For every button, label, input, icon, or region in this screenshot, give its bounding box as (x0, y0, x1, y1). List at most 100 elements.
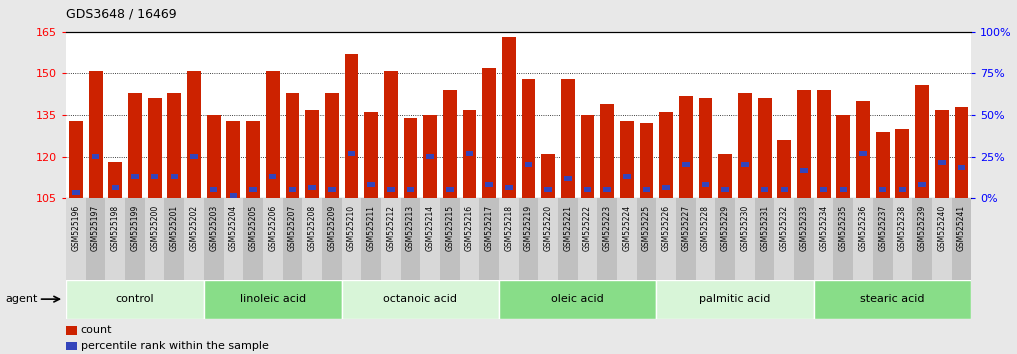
Bar (958, 165, 965, 170)
Bar (584, 187, 591, 193)
Bar (485, 182, 493, 187)
Text: GSM525221: GSM525221 (563, 205, 573, 251)
Bar (499, 280, 656, 319)
Text: GSM525230: GSM525230 (740, 205, 750, 251)
Bar (206, 115, 221, 198)
Bar (112, 185, 119, 190)
Bar (265, 71, 280, 198)
Bar (899, 187, 906, 193)
Bar (440, 198, 460, 280)
Text: GSM525207: GSM525207 (288, 205, 297, 251)
Bar (640, 124, 654, 198)
Bar (66, 342, 77, 350)
Bar (578, 198, 597, 280)
Bar (699, 98, 713, 198)
Bar (777, 140, 791, 198)
Text: GSM525215: GSM525215 (445, 205, 455, 251)
Bar (656, 198, 676, 280)
Bar (249, 187, 257, 193)
Bar (856, 101, 870, 198)
Bar (268, 173, 277, 178)
Bar (203, 280, 342, 319)
Bar (289, 187, 296, 193)
Bar (955, 107, 968, 198)
Bar (184, 198, 203, 280)
Bar (938, 160, 946, 165)
Bar (696, 198, 715, 280)
Text: GSM525214: GSM525214 (426, 205, 434, 251)
Bar (463, 109, 476, 198)
Bar (327, 187, 336, 193)
Bar (499, 198, 519, 280)
Bar (283, 198, 302, 280)
Bar (682, 162, 690, 167)
Bar (88, 71, 103, 198)
Text: oleic acid: oleic acid (551, 294, 604, 304)
Bar (151, 173, 159, 178)
Bar (66, 198, 85, 280)
Bar (387, 187, 395, 193)
Text: GSM525209: GSM525209 (327, 205, 337, 251)
Text: agent: agent (5, 294, 38, 304)
Text: GSM525196: GSM525196 (71, 205, 80, 251)
Bar (603, 187, 611, 193)
Bar (383, 71, 398, 198)
Bar (800, 168, 807, 173)
Bar (308, 185, 316, 190)
Bar (718, 154, 732, 198)
Bar (85, 198, 106, 280)
Bar (69, 121, 82, 198)
Bar (738, 93, 752, 198)
Bar (305, 109, 319, 198)
Bar (243, 198, 262, 280)
Bar (896, 129, 909, 198)
Bar (893, 198, 912, 280)
Bar (761, 187, 769, 193)
Bar (190, 154, 197, 159)
Text: linoleic acid: linoleic acid (240, 294, 306, 304)
Bar (404, 118, 417, 198)
Bar (952, 198, 971, 280)
Bar (915, 85, 929, 198)
Bar (794, 198, 814, 280)
Text: GSM525222: GSM525222 (583, 205, 592, 251)
Bar (715, 198, 735, 280)
Bar (935, 109, 949, 198)
Bar (797, 90, 811, 198)
Bar (92, 154, 100, 159)
Bar (617, 198, 637, 280)
Text: GSM525211: GSM525211 (366, 205, 375, 251)
Bar (836, 115, 850, 198)
Text: GSM525235: GSM525235 (839, 205, 848, 251)
Bar (367, 182, 375, 187)
Text: GSM525218: GSM525218 (504, 205, 514, 251)
Bar (659, 112, 673, 198)
Bar (758, 98, 772, 198)
Bar (814, 280, 971, 319)
Bar (342, 280, 499, 319)
Bar (561, 79, 575, 198)
Text: GSM525202: GSM525202 (189, 205, 198, 251)
Bar (721, 187, 729, 193)
Bar (879, 187, 887, 193)
Text: GSM525213: GSM525213 (406, 205, 415, 251)
Bar (918, 182, 925, 187)
Bar (203, 198, 224, 280)
Bar (165, 198, 184, 280)
Bar (820, 187, 828, 193)
Bar (420, 198, 440, 280)
Bar (558, 198, 578, 280)
Bar (364, 112, 378, 198)
Text: GSM525232: GSM525232 (780, 205, 789, 251)
Text: GSM525197: GSM525197 (92, 205, 100, 251)
Bar (755, 198, 775, 280)
Text: GSM525206: GSM525206 (268, 205, 278, 251)
Bar (286, 93, 299, 198)
Bar (446, 187, 454, 193)
Text: GSM525216: GSM525216 (465, 205, 474, 251)
Text: GSM525239: GSM525239 (917, 205, 926, 251)
Text: GDS3648 / 16469: GDS3648 / 16469 (66, 7, 177, 20)
Bar (423, 115, 437, 198)
Bar (230, 193, 237, 198)
Text: GSM525237: GSM525237 (879, 205, 887, 251)
